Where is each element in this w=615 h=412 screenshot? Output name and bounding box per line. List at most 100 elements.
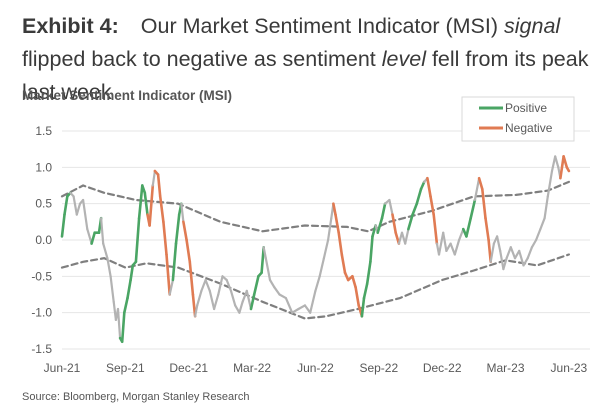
x-tick-label: Jun-23 [551,361,588,375]
x-tick-label: Sep-21 [106,361,145,375]
level-segment [473,177,481,202]
y-gridlines [62,130,590,350]
negative-segment [162,220,168,256]
level-segment [526,246,534,260]
level-segment [318,257,325,278]
headline-emphasis-signal: signal [504,14,561,38]
y-tick-label: -0.5 [31,269,52,283]
positive-segment [465,216,473,238]
level-segment [322,238,330,260]
level-segment [546,169,554,198]
level-segment [229,289,237,307]
x-tick-label: Mar-23 [487,361,525,375]
level-segment [213,293,220,311]
positive-segment [120,311,126,344]
y-tick-label: -1.0 [31,306,52,320]
positive-segment [60,213,66,238]
msi-series [60,155,571,344]
negative-segment [188,260,195,296]
positive-segment [365,260,372,285]
level-segment [458,228,465,242]
x-tick-label: Dec-22 [423,361,462,375]
level-segment [264,257,272,282]
lower-band-line [60,253,570,320]
level-segment [284,297,294,314]
level-segment [72,195,78,216]
positive-segment [469,198,477,220]
positive-segment [415,187,423,205]
level-segment [442,231,448,252]
level-segment [314,275,321,292]
level-segment [522,257,529,267]
level-segment [534,228,542,242]
level-segment [86,228,93,245]
positive-segment [380,202,387,220]
level-segment [291,307,300,314]
negative-segment [562,155,569,169]
x-tick-label: Mar-22 [233,361,271,375]
level-segment [543,195,549,220]
level-segment [404,228,410,245]
level-segment [208,289,216,311]
positive-segment [362,282,369,300]
level-segment [518,249,525,267]
level-segment [303,304,312,314]
legend-label-negative: Negative [505,121,553,135]
negative-segment [354,285,361,307]
y-tick-label: -1.5 [31,342,52,356]
level-segment [102,242,109,260]
level-segment [268,278,276,289]
x-tick-label: Dec-21 [169,361,208,375]
level-segment [99,217,105,245]
level-segment [453,238,461,256]
level-segment [278,293,287,300]
level-segment [273,286,281,296]
positive-segment [252,274,260,296]
level-segment [109,275,115,303]
positive-segment [137,184,144,220]
level-segment [509,246,517,260]
y-tick-label: 0.5 [35,197,52,211]
level-segment [530,238,538,249]
level-segment [449,242,456,256]
negative-segment [565,166,571,173]
level-segment [194,304,199,318]
y-tick-label: 1.0 [35,160,52,174]
level-segment [168,278,174,296]
negative-segment [337,231,344,256]
positive-segment [376,216,384,234]
legend: Positive Negative [461,96,575,142]
level-segment [327,217,333,242]
exhibit-headline: Exhibit 4: Our Market Sentiment Indicator… [22,10,612,109]
level-segment [106,257,112,278]
legend-box [461,96,575,142]
level-segment [505,246,512,260]
exhibit-label: Exhibit 4: [22,14,119,38]
positive-segment [143,191,149,216]
level-segment [196,289,203,307]
y-tick-label: 1.5 [35,124,52,138]
positive-segment [360,296,366,318]
level-segment [297,304,306,311]
level-segment [499,249,505,271]
level-segment [502,257,508,271]
positive-segment [407,213,414,231]
negative-segment [158,195,165,224]
y-tick-label: 0.0 [35,233,52,247]
level-segment [245,289,253,311]
negative-segment [182,220,188,242]
y-axis-ticks: 1.5 1.0 0.5 0.0 -0.5 -1.0 -1.5 [31,124,52,356]
negative-segment [477,176,484,191]
positive-segment [90,231,96,245]
level-segment [550,155,557,173]
negative-segment [332,202,337,216]
level-segment [81,198,89,231]
headline-text-2: flipped back to negative as sentiment [22,47,382,71]
negative-segment [340,253,347,275]
headline-text-1: Our Market Sentiment Indicator (MSI) [140,14,504,38]
positive-segment [369,235,374,264]
x-tick-label: Jun-21 [44,361,81,375]
level-segment [489,242,495,263]
negative-segment [426,176,432,198]
